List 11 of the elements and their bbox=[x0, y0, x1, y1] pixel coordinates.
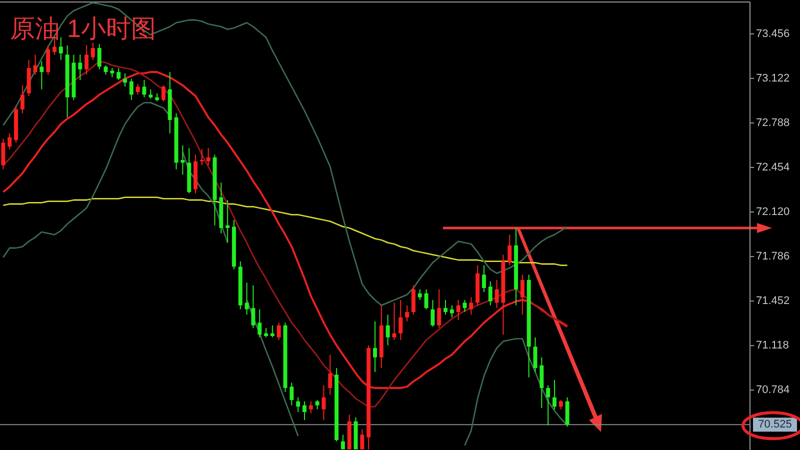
y-tick-label: 71.118 bbox=[756, 340, 789, 352]
y-tick-label: 73.122 bbox=[756, 72, 790, 84]
y-tick-label: 73.456 bbox=[756, 28, 790, 40]
y-tick-label: 71.452 bbox=[756, 295, 790, 308]
y-tick-label: 72.454 bbox=[756, 161, 790, 174]
ref-line-label: 70.525 bbox=[758, 418, 792, 431]
y-tick-label: 72.120 bbox=[756, 206, 790, 218]
y-tick-label: 72.788 bbox=[756, 116, 790, 129]
y-tick-label: 71.786 bbox=[756, 250, 790, 263]
text: 原油 1小时图 bbox=[10, 15, 156, 43]
y-tick-label: 70.784 bbox=[756, 384, 790, 396]
